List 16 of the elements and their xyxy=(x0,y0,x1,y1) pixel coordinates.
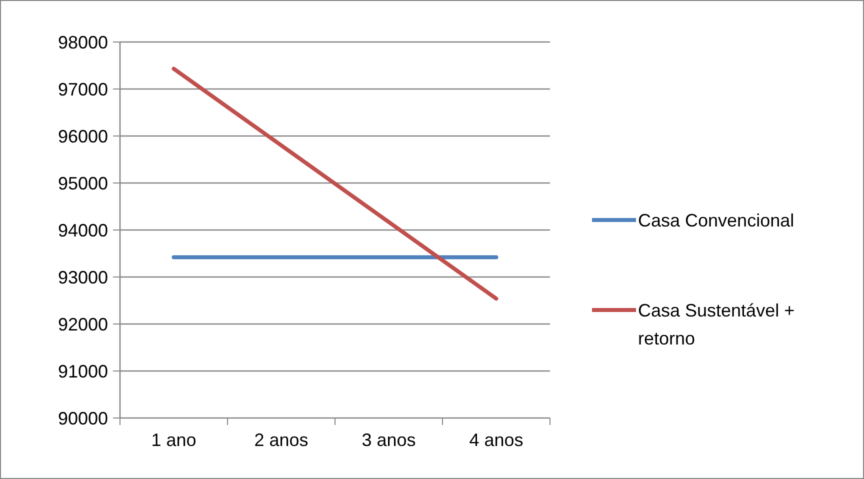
y-tick-label: 94000 xyxy=(58,220,108,240)
x-tick-label: 1 ano xyxy=(151,430,196,450)
y-tick-label: 91000 xyxy=(58,361,108,382)
x-tick-label: 4 anos xyxy=(469,430,524,450)
y-tick-label: 93000 xyxy=(58,267,108,288)
legend-label: Casa Sustentável + retorno xyxy=(638,300,795,348)
y-tick-label: 98000 xyxy=(58,32,108,52)
x-tick-label: 3 anos xyxy=(362,430,416,450)
legend-label: Casa Convencional xyxy=(638,210,794,230)
line-series xyxy=(172,66,498,301)
y-tick-label: 92000 xyxy=(58,314,108,334)
y-tick-label: 95000 xyxy=(58,173,108,194)
y-tick-label: 97000 xyxy=(58,79,108,100)
y-tick-label: 96000 xyxy=(58,126,108,146)
x-tick-label: 2 anos xyxy=(254,430,308,450)
y-tick-label: 90000 xyxy=(58,408,108,428)
